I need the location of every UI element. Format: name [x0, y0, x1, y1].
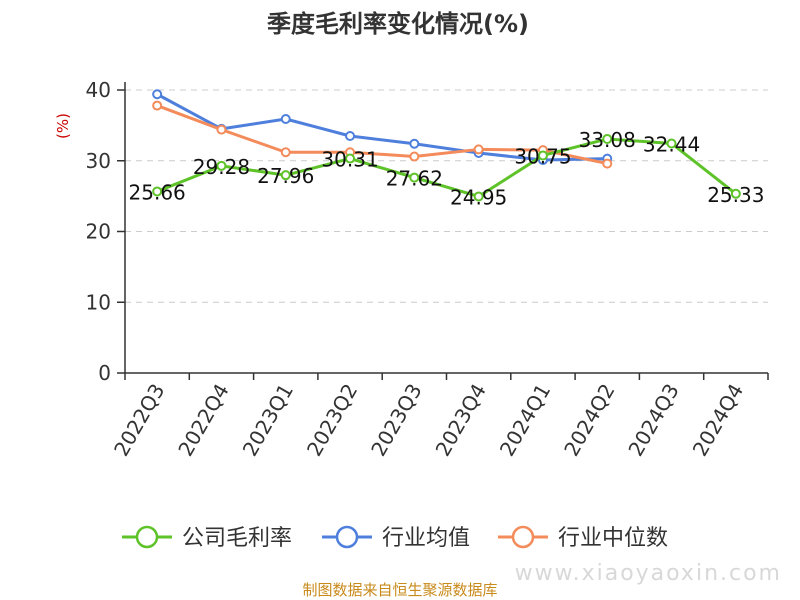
source-note: 制图数据来自恒生聚源数据库 — [302, 581, 497, 599]
x-tick-label: 2023Q4 — [431, 380, 491, 461]
legend: 公司毛利率 行业均值 行业中位数 — [122, 525, 668, 551]
legend-item-2: 行业中位数 — [498, 525, 668, 551]
data-label: 33.08 — [579, 128, 636, 152]
chart-title: 季度毛利率变化情况(%) — [267, 10, 529, 38]
legend-marker — [511, 525, 535, 549]
series-2 — [152, 100, 613, 169]
x-tick-label: 2022Q4 — [173, 380, 233, 461]
x-tick-label: 2024Q2 — [559, 380, 619, 461]
data-point — [152, 89, 163, 100]
data-point — [216, 160, 227, 171]
series-line-0 — [156, 137, 737, 198]
x-tick-label: 2022Q3 — [109, 380, 169, 461]
data-point — [537, 150, 548, 161]
data-point — [152, 100, 163, 111]
data-label: 24.95 — [450, 185, 507, 209]
data-point — [280, 147, 291, 158]
data-point — [409, 172, 420, 183]
data-point — [345, 153, 356, 164]
legend-label: 公司毛利率 — [182, 526, 292, 551]
legend-label: 行业均值 — [382, 526, 470, 551]
data-point — [345, 130, 356, 141]
x-tick-label: 2023Q1 — [238, 380, 298, 461]
legend-item-1: 行业均值 — [322, 525, 470, 551]
data-label: 25.33 — [707, 183, 764, 207]
data-point — [280, 170, 291, 181]
legend-marker — [135, 525, 159, 549]
data-label: 30.31 — [321, 148, 378, 172]
data-label: 30.75 — [514, 144, 571, 168]
data-point — [730, 188, 741, 199]
grid-lines — [125, 89, 768, 303]
data-point — [409, 138, 420, 149]
y-axis-label: (%) — [54, 113, 72, 139]
data-label: 25.66 — [129, 180, 186, 204]
x-tick-label: 2023Q3 — [366, 380, 426, 461]
data-point — [409, 151, 420, 162]
series-line-2 — [156, 104, 608, 166]
x-tick-label: 2023Q2 — [302, 380, 362, 461]
x-tick-label: 2024Q1 — [495, 380, 555, 461]
data-label: 29.28 — [193, 155, 250, 179]
data-point — [152, 186, 163, 197]
y-tick-label: 40 — [86, 78, 111, 102]
data-point — [602, 133, 613, 144]
series-line-1 — [156, 92, 608, 162]
legend-marker — [335, 525, 359, 549]
data-point — [216, 124, 227, 135]
data-point — [280, 114, 291, 125]
y-tick-label: 20 — [86, 220, 111, 244]
watermark: www.xiaoyaoxin.com — [515, 561, 782, 586]
data-point — [473, 144, 484, 155]
y-tick-label: 0 — [98, 361, 111, 385]
data-point — [666, 138, 677, 149]
series-1 — [152, 89, 613, 166]
data-point — [473, 191, 484, 202]
series-group — [152, 89, 741, 202]
legend-label: 行业中位数 — [558, 526, 668, 551]
data-label: 27.62 — [386, 167, 443, 191]
data-point — [602, 158, 613, 169]
data-labels: 25.66 29.28 27.96 30.31 27.62 24.95 30.75 33.08… — [129, 128, 765, 210]
data-label: 32.44 — [643, 132, 700, 156]
y-tick-label: 30 — [86, 149, 111, 173]
series-0 — [152, 133, 741, 202]
legend-item-0: 公司毛利率 — [122, 525, 292, 551]
x-tick-label: 2024Q3 — [623, 380, 683, 461]
x-tick-label: 2024Q4 — [688, 380, 748, 461]
data-label: 27.96 — [257, 164, 314, 188]
y-tick-label: 10 — [86, 290, 111, 314]
